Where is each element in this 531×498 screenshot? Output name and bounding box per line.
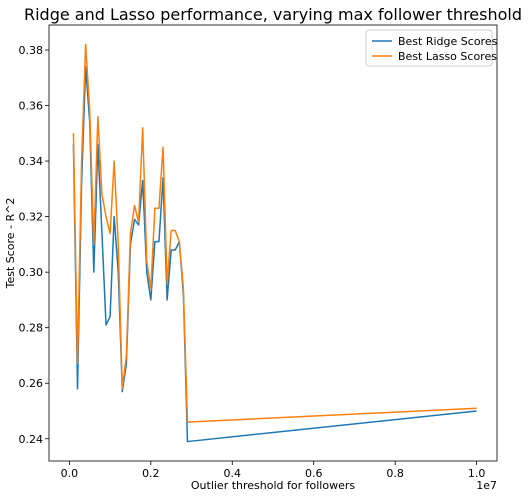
y-axis: 0.24 0.26 0.28 0.30 0.32 0.34 0.36 0.38 <box>19 44 49 446</box>
legend: Best Ridge Scores Best Lasso Scores <box>365 29 498 67</box>
x-axis-offset-label: 1e7 <box>476 479 497 492</box>
legend-label: Best Ridge Scores <box>398 35 498 48</box>
x-tick-label: 0.8 <box>386 467 404 480</box>
x-tick-label: 0.4 <box>224 467 242 480</box>
y-tick-label: 0.30 <box>19 266 44 279</box>
legend-label: Best Lasso Scores <box>398 50 497 63</box>
series-layer <box>72 43 477 443</box>
y-tick-label: 0.38 <box>19 44 44 57</box>
x-axis: 0.0 0.2 0.4 0.6 0.8 1.0 <box>61 461 486 480</box>
x-axis-label: Outlier threshold for followers <box>191 479 355 492</box>
plot-frame <box>48 24 498 462</box>
y-tick-label: 0.32 <box>19 211 44 224</box>
y-tick-label: 0.28 <box>19 322 44 335</box>
x-tick-label: 1.0 <box>468 467 486 480</box>
series-line-best-ridge-scores <box>72 65 477 443</box>
y-tick-label: 0.26 <box>19 377 44 390</box>
chart-title: Ridge and Lasso performance, varying max… <box>24 5 522 24</box>
y-axis-label: Test Score - R^2 <box>4 198 17 290</box>
y-tick-label: 0.24 <box>19 433 44 446</box>
legend-box <box>365 29 493 67</box>
series-line-best-lasso-scores <box>72 43 477 423</box>
y-tick-label: 0.34 <box>19 155 44 168</box>
x-tick-label: 0.2 <box>142 467 160 480</box>
x-tick-label: 0.0 <box>61 467 79 480</box>
x-tick-label: 0.6 <box>305 467 323 480</box>
y-tick-label: 0.36 <box>19 100 44 113</box>
